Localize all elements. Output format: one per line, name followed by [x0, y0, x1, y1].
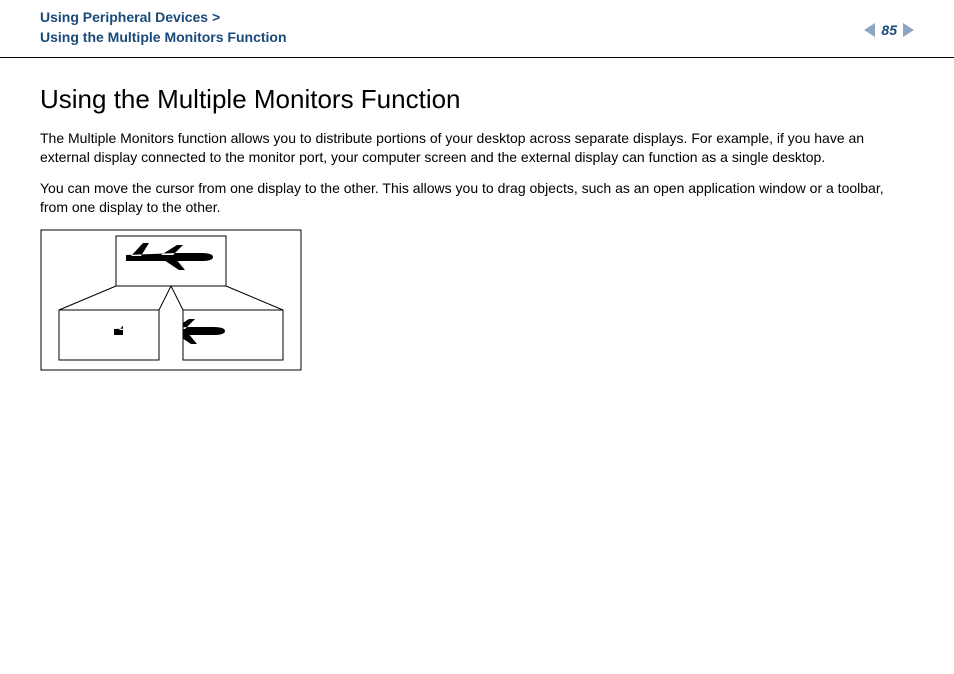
page-content: Using the Multiple Monitors Function The… — [0, 58, 954, 376]
breadcrumb: Using Peripheral Devices > Using the Mul… — [40, 8, 287, 47]
breadcrumb-line-1: Using Peripheral Devices > — [40, 8, 287, 28]
multiple-monitors-diagram — [40, 229, 914, 376]
pager: 85 — [864, 22, 914, 38]
prev-page-icon[interactable] — [864, 23, 875, 37]
diagram-svg — [40, 229, 302, 371]
paragraph-2: You can move the cursor from one display… — [40, 179, 914, 217]
next-page-icon[interactable] — [903, 23, 914, 37]
breadcrumb-line-2: Using the Multiple Monitors Function — [40, 28, 287, 48]
page-header: Using Peripheral Devices > Using the Mul… — [0, 0, 954, 58]
page-title: Using the Multiple Monitors Function — [40, 84, 914, 115]
page-number: 85 — [881, 22, 897, 38]
paragraph-1: The Multiple Monitors function allows yo… — [40, 129, 914, 167]
